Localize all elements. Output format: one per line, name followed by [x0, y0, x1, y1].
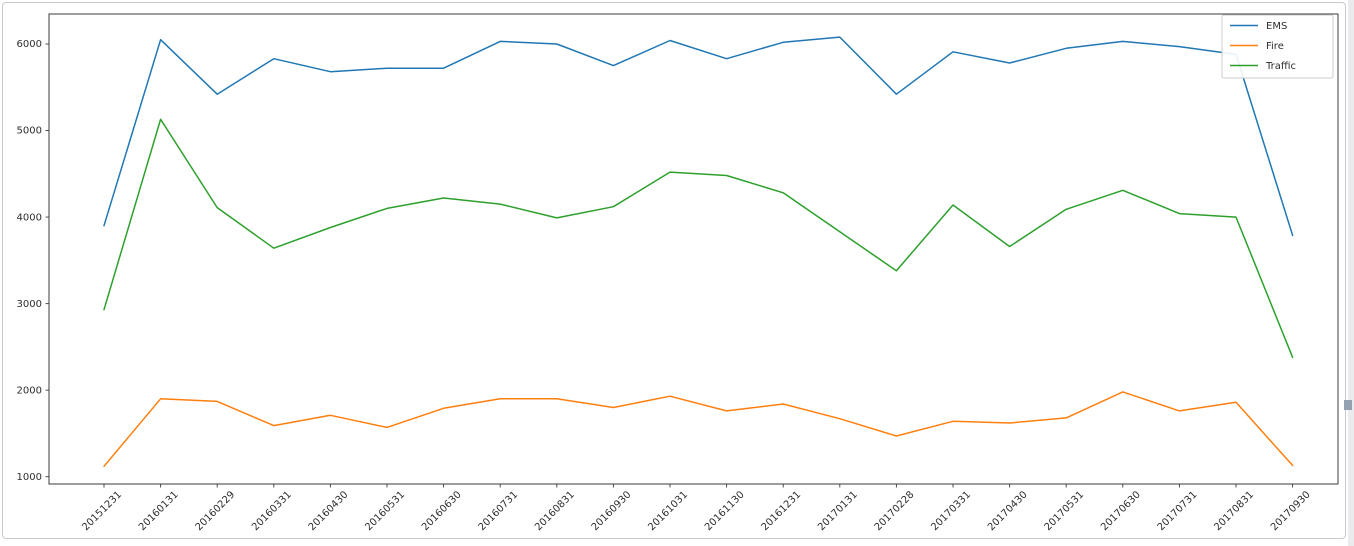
legend-entry-ems: EMS — [1230, 21, 1287, 32]
x-tick-label: 20170831 — [1212, 489, 1256, 533]
y-tick-label: 4000 — [17, 212, 42, 223]
y-tick-label: 5000 — [17, 126, 42, 137]
y-tick-label: 3000 — [17, 299, 42, 310]
y-tick-label: 1000 — [17, 472, 42, 483]
y-axis: 1000 2000 3000 4000 5000 6000 — [17, 39, 49, 483]
x-tick-label: 20160131 — [137, 489, 181, 533]
x-tick-label: 20160531 — [363, 489, 407, 533]
legend-entry-traffic: Traffic — [1230, 61, 1296, 72]
x-tick-label: 20160229 — [194, 489, 238, 533]
x-tick-label: 20160630 — [420, 489, 464, 533]
y-tick-label: 2000 — [17, 385, 42, 396]
x-axis: 20151231 20160131 20160229 20160331 20160430… — [80, 484, 1313, 533]
x-tick-label: 20170331 — [929, 489, 973, 533]
plot-border — [48, 13, 1339, 485]
legend: EMS Fire Traffic — [1221, 14, 1334, 79]
x-tick-label: 20161231 — [760, 489, 804, 533]
x-tick-label: 20160331 — [250, 489, 294, 533]
scrollbar-grip[interactable] — [1344, 400, 1352, 410]
x-tick-label: 20170731 — [1156, 489, 1200, 533]
figure-panel — [2, 2, 1346, 539]
x-tick-label: 20160930 — [590, 489, 634, 533]
x-tick-label: 20170131 — [816, 489, 860, 533]
x-tick-label: 20170630 — [1099, 489, 1143, 533]
series-line-traffic — [103, 118, 1294, 359]
legend-label: Traffic — [1265, 61, 1296, 72]
legend-box — [1221, 14, 1334, 79]
x-tick-label: 20170531 — [1043, 489, 1087, 533]
legend-entry-fire: Fire — [1230, 41, 1284, 52]
legend-label: Fire — [1266, 41, 1284, 52]
x-tick-label: 20160831 — [533, 489, 577, 533]
legend-label: EMS — [1266, 21, 1287, 32]
x-tick-label: 20170430 — [986, 489, 1030, 533]
x-tick-label: 20170228 — [873, 489, 917, 533]
series-line-ems — [103, 36, 1294, 237]
x-tick-label: 20151231 — [80, 489, 124, 533]
x-tick-label: 20161130 — [703, 489, 747, 533]
right-edge-strip — [1348, 0, 1354, 546]
y-tick-label: 6000 — [17, 39, 42, 50]
x-tick-label: 20161031 — [646, 489, 690, 533]
series-line-fire — [103, 391, 1294, 468]
x-tick-label: 20170930 — [1269, 489, 1313, 533]
x-tick-label: 20160430 — [307, 489, 351, 533]
x-tick-label: 20160731 — [477, 489, 521, 533]
